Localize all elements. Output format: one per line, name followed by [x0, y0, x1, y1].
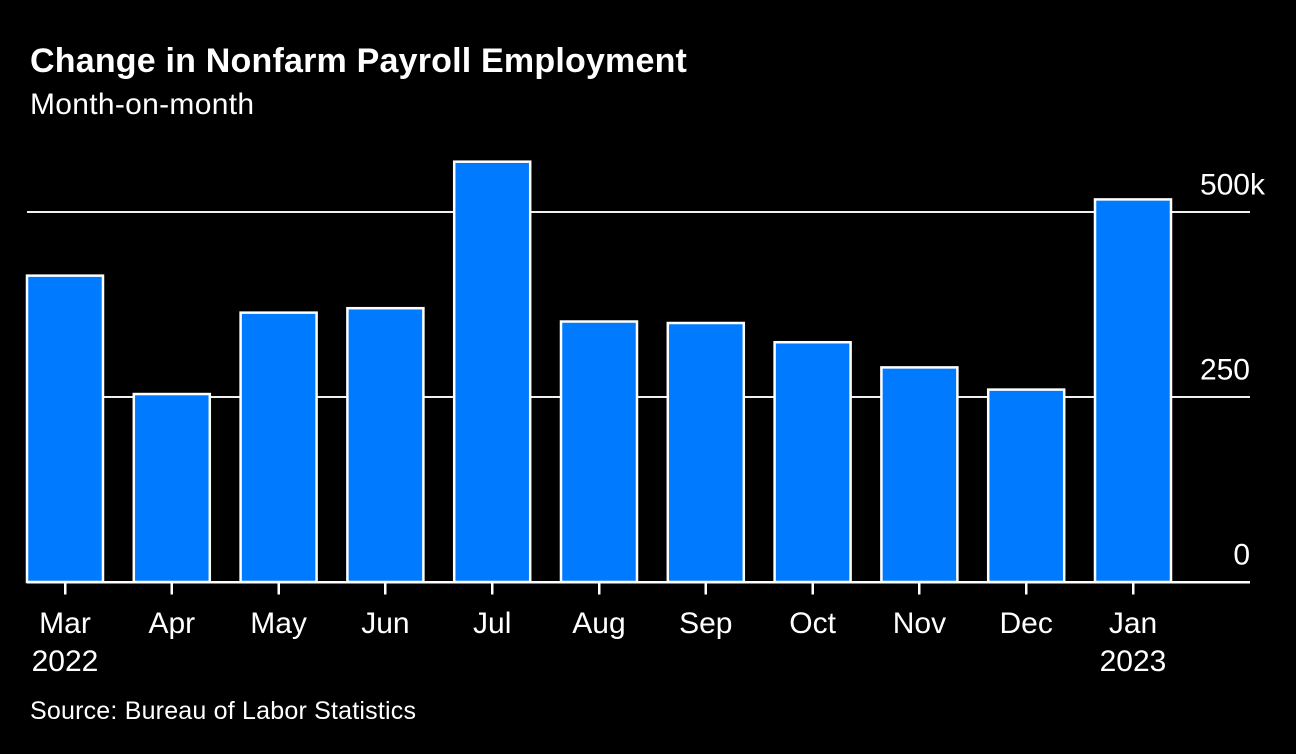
bar-jan: [1093, 198, 1173, 584]
bar-sep: [666, 321, 746, 584]
bar-nov: [880, 366, 959, 584]
bar-may: [239, 311, 318, 584]
bar-aug: [559, 320, 639, 584]
y-label-suffix-k: k: [1250, 169, 1266, 202]
x-label-may: May: [250, 607, 307, 640]
bar-jul: [452, 160, 532, 584]
x-label-sep: Sep: [679, 607, 732, 640]
x-label-mar: Mar: [39, 607, 91, 640]
chart-footer: Source: Bureau of Labor Statistics: [30, 699, 416, 724]
chart-header: Change in Nonfarm Payroll Employment Mon…: [30, 44, 687, 120]
bar-dec: [986, 388, 1066, 584]
bar-mar: [25, 274, 105, 584]
x-label-aug: Aug: [572, 607, 625, 640]
year-label-2023: 2023: [1100, 645, 1167, 678]
bar-apr: [132, 392, 212, 584]
x-label-apr: Apr: [148, 607, 195, 640]
chart-subtitle: Month-on-month: [30, 88, 255, 121]
x-label-dec: Dec: [1000, 607, 1053, 640]
x-label-oct: Oct: [789, 607, 836, 640]
bar-oct: [773, 340, 852, 584]
bar-jun: [346, 306, 425, 584]
year-label-2022: 2022: [32, 645, 99, 678]
x-label-nov: Nov: [893, 607, 946, 640]
chart-title: Change in Nonfarm Payroll Employment: [30, 42, 688, 80]
y-label-500k: 500: [1200, 169, 1250, 202]
x-label-jun: Jun: [361, 607, 409, 640]
x-label-jul: Jul: [473, 607, 511, 640]
y-label-250: 250: [1200, 354, 1250, 387]
x-label-jan: Jan: [1109, 607, 1157, 640]
source-note: Source: Bureau of Labor Statistics: [30, 697, 417, 725]
y-label-0: 0: [1233, 539, 1250, 572]
